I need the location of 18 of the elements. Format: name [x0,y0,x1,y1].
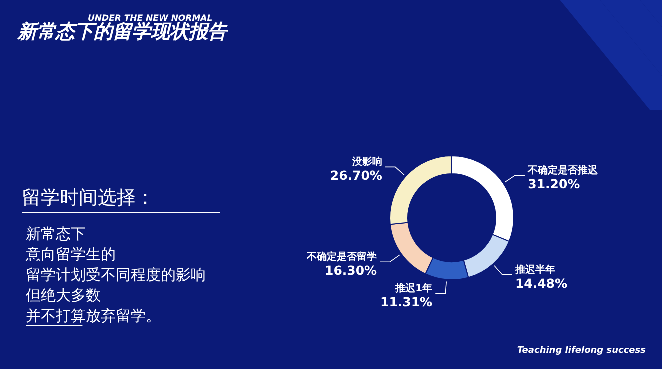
slice-label: 推迟半年 [514,264,556,276]
slice-label: 不确定是否留学 [306,251,378,264]
data-label: 31.20% [528,176,581,192]
text: 新常态下的留学现状报告 [17,21,229,43]
slice-label: 推迟1年 [394,282,433,295]
text: 留学时间选择： [22,187,155,209]
slice-label: 没影响 [351,156,382,168]
text: 新常态下 [26,225,86,243]
data-label: 26.70% [330,168,383,184]
text: Teaching lifelong success [517,346,647,356]
text: 并不打算放弃留学。 [26,307,161,325]
data-label: 16.30% [325,263,378,278]
data-label: 11.31% [380,294,434,310]
text: 但绝大多数 [26,286,101,304]
text: 意向留学生的 [25,246,116,264]
text: 留学计划受不同程度的影响 [26,266,206,284]
data-label: 14.48% [515,276,568,291]
slice-label: 不确定是否推迟 [527,164,600,177]
